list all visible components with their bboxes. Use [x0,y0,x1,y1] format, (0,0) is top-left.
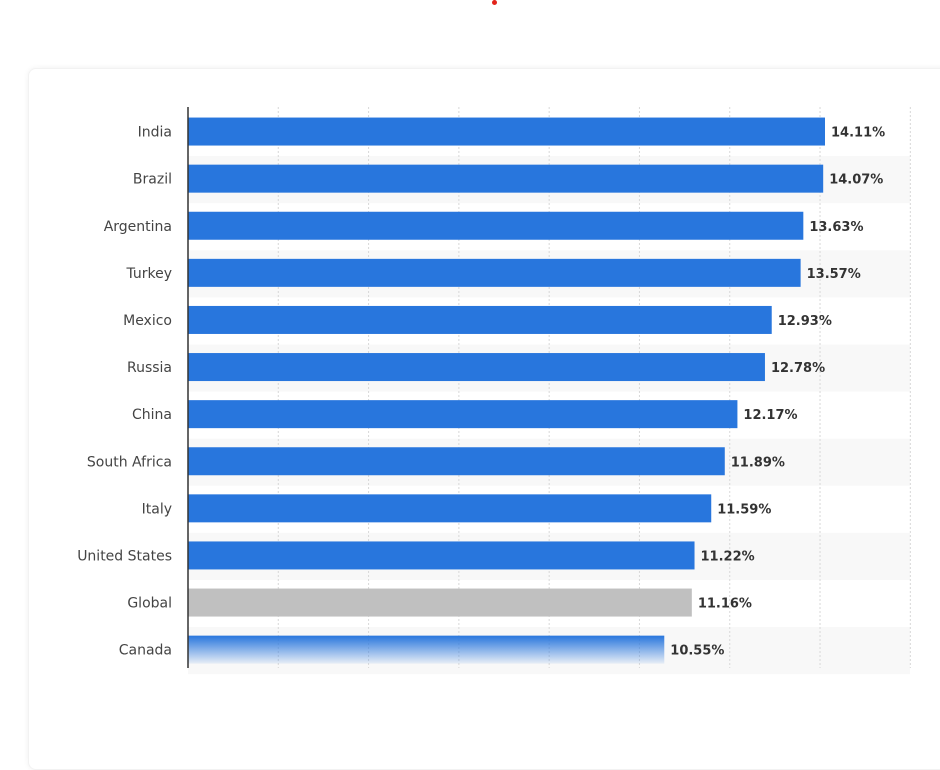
bar [188,635,665,664]
category-label: United States [77,548,172,564]
bar [188,117,825,146]
bar [188,305,772,334]
value-label: 11.89% [731,455,785,470]
bar [188,353,765,382]
bar [188,541,695,570]
accent-dot [492,0,497,5]
value-label: 12.93% [778,314,832,329]
bar [188,494,712,523]
value-label: 11.16% [698,597,752,612]
category-label: Mexico [123,313,172,329]
value-label: 13.63% [809,220,863,235]
value-label: 11.22% [701,549,755,564]
category-label: Global [127,596,172,612]
bar [188,258,801,287]
value-label: 10.55% [670,644,724,659]
category-label: Argentina [104,219,172,235]
category-label: Canada [119,643,172,659]
bar [188,164,824,193]
bar [188,588,692,617]
bar [188,447,725,476]
category-label: Italy [142,501,172,517]
category-label: Russia [127,360,172,376]
category-label: India [138,125,172,141]
value-label: 14.11% [831,126,885,141]
bar [188,400,738,429]
value-label: 12.78% [771,361,825,376]
value-label: 14.07% [829,173,883,188]
value-label: 12.17% [743,408,797,423]
category-label: Brazil [133,172,172,188]
category-label: China [132,407,172,423]
category-label: South Africa [87,454,172,470]
value-label: 11.59% [717,502,771,517]
value-label: 13.57% [807,267,861,282]
bar [188,211,804,240]
category-label: Turkey [125,266,172,282]
bar-chart: India 14.11% Brazil 14.07% Argentina 13.63% Tu… [77,107,911,668]
